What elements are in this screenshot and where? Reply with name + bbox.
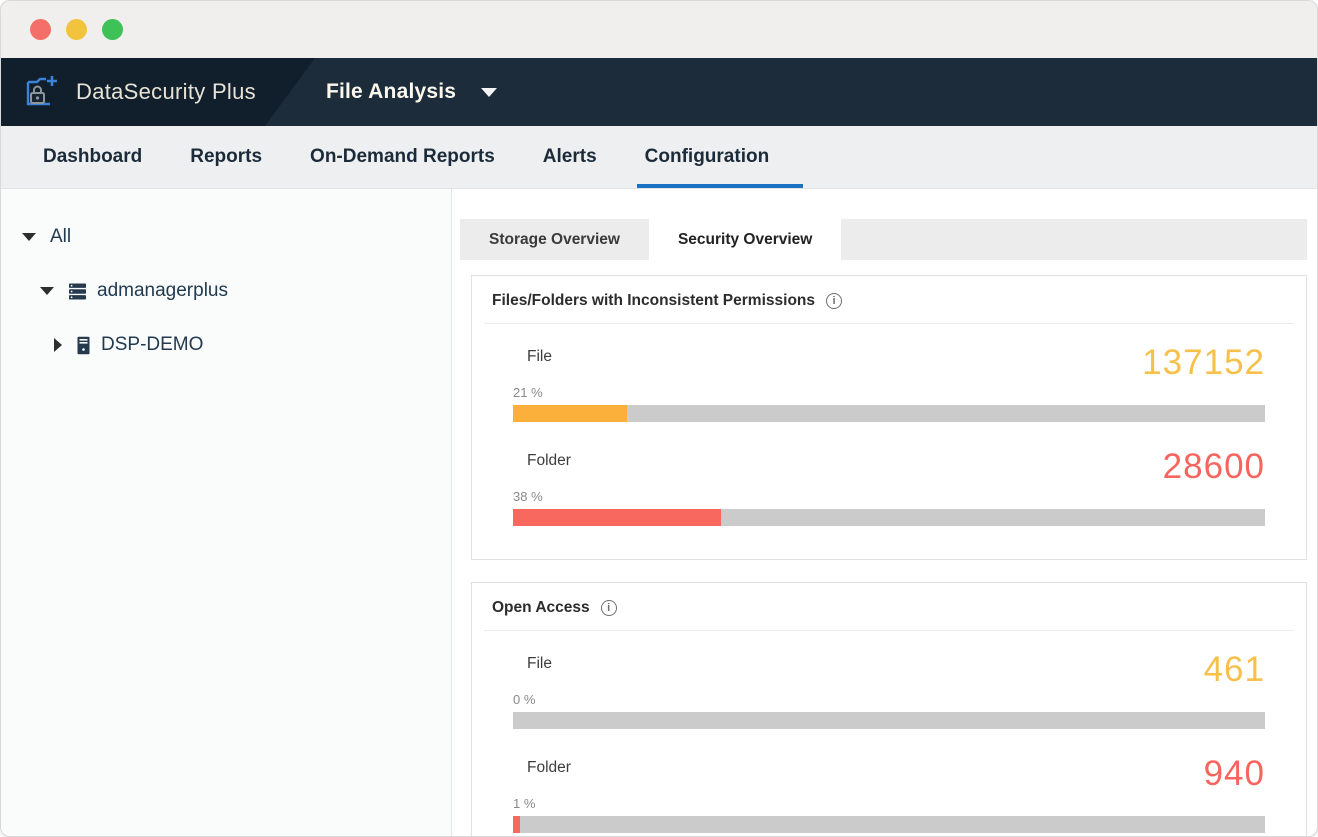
- server-tower-icon: [76, 336, 91, 355]
- macos-titlebar: [1, 1, 1317, 58]
- metric-percent: 21 %: [513, 385, 543, 400]
- metric-label: File: [527, 348, 552, 365]
- card-title: Open Access: [492, 599, 590, 616]
- metric-row-folder: Folder 940 1 %: [472, 756, 1306, 833]
- main-panel: Storage Overview Security Overview Files…: [452, 189, 1317, 836]
- nav-item-on-demand-reports[interactable]: On-Demand Reports: [310, 146, 495, 167]
- tree-item-all[interactable]: All: [1, 216, 451, 258]
- progress-fill: [513, 816, 520, 833]
- brand: DataSecurity Plus: [1, 75, 256, 109]
- metric-value: 940: [1203, 754, 1265, 793]
- server-stack-icon: [68, 282, 87, 301]
- caret-right-icon[interactable]: [54, 338, 62, 352]
- metric-row-file: File 461 0 %: [472, 652, 1306, 729]
- metric-percent: 38 %: [513, 489, 543, 504]
- card-title: Files/Folders with Inconsistent Permissi…: [492, 292, 815, 309]
- metric-label: File: [527, 655, 552, 672]
- tab-storage-overview[interactable]: Storage Overview: [489, 230, 620, 248]
- nav-item-configuration[interactable]: Configuration: [621, 126, 803, 188]
- module-label: File Analysis: [325, 80, 457, 103]
- divider: [484, 323, 1294, 324]
- card-open-access: Open Access i File 461 0 % Fo: [471, 582, 1307, 836]
- brand-name: DataSecurity Plus: [76, 79, 256, 104]
- tab-security-overview[interactable]: Security Overview: [648, 219, 842, 260]
- close-window-button[interactable]: [30, 19, 51, 40]
- info-circle-icon[interactable]: i: [826, 293, 842, 309]
- progress-track: [513, 712, 1265, 729]
- progress-fill: [513, 405, 628, 422]
- zoom-window-button[interactable]: [102, 19, 123, 40]
- metric-value: 137152: [1142, 343, 1265, 382]
- nav-item-dashboard[interactable]: Dashboard: [43, 146, 143, 167]
- metric-label: Folder: [527, 759, 571, 776]
- caret-down-icon: [481, 87, 498, 97]
- app-header: DataSecurity Plus File Analysis: [1, 58, 1317, 126]
- card-header: Files/Folders with Inconsistent Permissi…: [472, 276, 1306, 323]
- tree-item-dsp-demo[interactable]: DSP-DEMO: [1, 324, 451, 366]
- caret-down-icon[interactable]: [22, 233, 36, 241]
- metric-label: Folder: [527, 452, 571, 469]
- sidebar-tree: All admanagerplus: [1, 189, 452, 836]
- caret-down-icon[interactable]: [40, 287, 54, 295]
- metric-row-folder: Folder 28600 38 %: [472, 449, 1306, 526]
- folder-lock-plus-icon: [24, 75, 61, 109]
- divider: [484, 630, 1294, 631]
- card-inconsistent-permissions: Files/Folders with Inconsistent Permissi…: [471, 275, 1307, 560]
- card-header: Open Access i: [472, 583, 1306, 630]
- content-area: All admanagerplus: [1, 189, 1317, 836]
- tree-item-admanagerplus[interactable]: admanagerplus: [1, 270, 451, 312]
- metric-percent: 0 %: [513, 692, 536, 707]
- progress-track: [513, 405, 1265, 422]
- tree-item-label: admanagerplus: [97, 280, 228, 301]
- metric-row-file: File 137152 21 %: [472, 345, 1306, 422]
- logo-background-wedge: [1, 58, 315, 126]
- progress-track: [513, 816, 1265, 833]
- nav-item-alerts[interactable]: Alerts: [542, 146, 597, 167]
- metric-percent: 1 %: [513, 796, 536, 811]
- tree-item-label: DSP-DEMO: [101, 334, 204, 355]
- progress-fill: [513, 509, 722, 526]
- minimize-window-button[interactable]: [66, 19, 87, 40]
- nav-item-reports[interactable]: Reports: [190, 146, 263, 167]
- progress-track: [513, 509, 1265, 526]
- metric-value: 461: [1203, 650, 1265, 689]
- primary-nav: Dashboard Reports On-Demand Reports Aler…: [1, 126, 1317, 189]
- overview-tabstrip: Storage Overview Security Overview: [460, 219, 1307, 260]
- tree-item-label: All: [50, 226, 72, 247]
- metric-value: 28600: [1162, 447, 1265, 486]
- info-circle-icon[interactable]: i: [600, 600, 617, 616]
- module-selector[interactable]: File Analysis: [325, 80, 498, 104]
